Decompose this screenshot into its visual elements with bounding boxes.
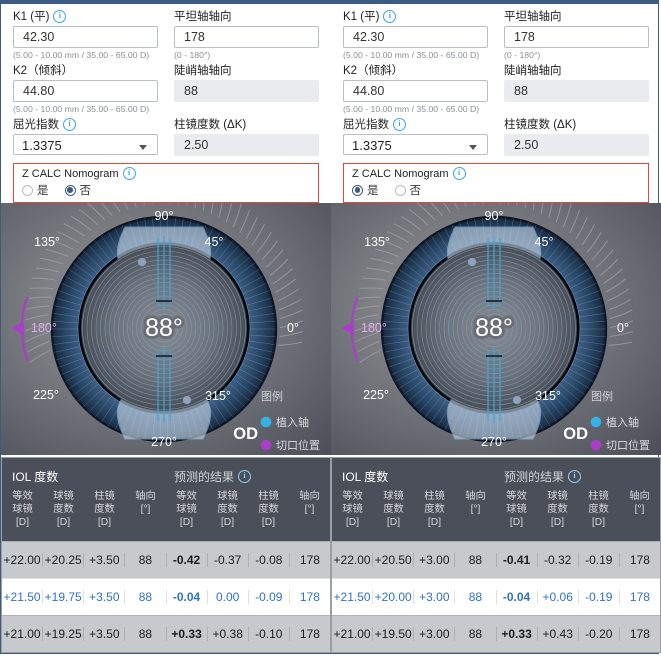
svg-text:315°: 315° (535, 389, 561, 403)
svg-text:切口位置: 切口位置 (606, 438, 650, 452)
svg-text:图例: 图例 (261, 389, 283, 403)
svg-text:90°: 90° (155, 209, 174, 223)
svg-text:植入轴: 植入轴 (606, 415, 639, 429)
svg-text:135°: 135° (364, 235, 390, 249)
svg-text:45°: 45° (535, 235, 554, 249)
svg-text:270°: 270° (151, 435, 177, 449)
svg-text:180°: 180° (361, 321, 387, 335)
svg-text:切口位置: 切口位置 (276, 438, 320, 452)
svg-text:225°: 225° (33, 388, 59, 402)
svg-text:图例: 图例 (591, 389, 613, 403)
svg-text:OD: OD (233, 425, 258, 443)
svg-text:270°: 270° (481, 435, 507, 449)
svg-text:315°: 315° (205, 389, 231, 403)
svg-text:225°: 225° (363, 388, 389, 402)
svg-text:135°: 135° (34, 235, 60, 249)
svg-text:0°: 0° (287, 321, 299, 335)
svg-text:88°: 88° (145, 314, 183, 342)
svg-text:45°: 45° (205, 235, 224, 249)
svg-text:OD: OD (563, 425, 588, 443)
svg-text:植入轴: 植入轴 (276, 415, 309, 429)
svg-text:88°: 88° (475, 314, 513, 342)
svg-text:0°: 0° (617, 321, 629, 335)
svg-text:90°: 90° (485, 209, 504, 223)
svg-text:180°: 180° (31, 321, 57, 335)
